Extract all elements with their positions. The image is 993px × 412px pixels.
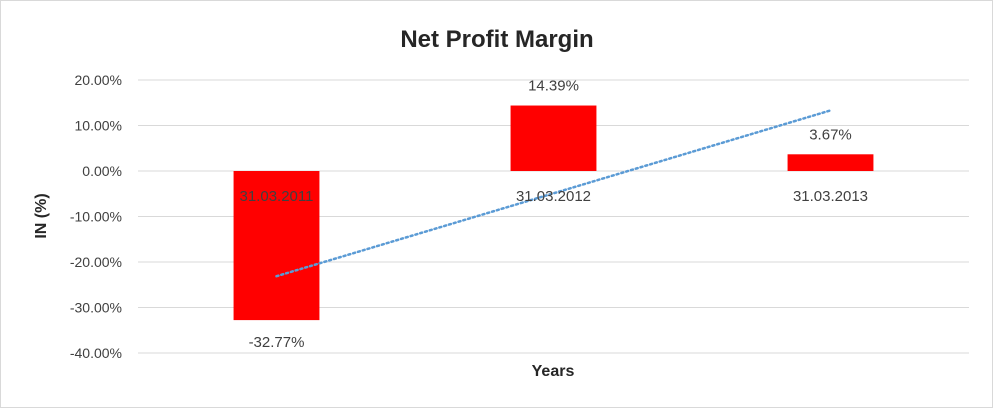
y-tick-label: -20.00% (70, 254, 122, 270)
x-axis-categories: 31.03.2011 31.03.2012 31.03.2013 (240, 188, 869, 205)
bar-31-03-2011 (233, 171, 320, 321)
chart-title: Net Profit Margin (400, 26, 593, 53)
data-labels: -32.77% 14.39% 3.67% (249, 78, 852, 352)
y-tick-label: 10.00% (75, 118, 122, 134)
y-tick-label: -10.00% (70, 209, 122, 225)
x-axis-title: Years (532, 363, 575, 380)
x-category-label: 31.03.2011 (240, 188, 314, 205)
y-axis-title: IN (%) (33, 193, 50, 238)
trendline-group (275, 109, 832, 278)
data-label: -32.77% (249, 334, 305, 351)
bar-31-03-2012 (510, 105, 597, 171)
y-axis-ticks: 20.00% 10.00% 0.00% -10.00% -20.00% -30.00% -4… (70, 72, 122, 361)
y-tick-label: -30.00% (70, 300, 122, 316)
x-category-label: 31.03.2012 (516, 188, 591, 205)
y-tick-label: -40.00% (70, 345, 122, 361)
y-tick-label: 0.00% (82, 163, 122, 179)
bars (233, 105, 874, 321)
data-label: 14.39% (528, 78, 579, 95)
data-label: 3.67% (809, 126, 852, 143)
trendline (275, 109, 832, 278)
y-tick-label: 20.00% (75, 72, 122, 88)
x-category-label: 31.03.2013 (793, 188, 868, 205)
bar-31-03-2013 (787, 154, 874, 171)
